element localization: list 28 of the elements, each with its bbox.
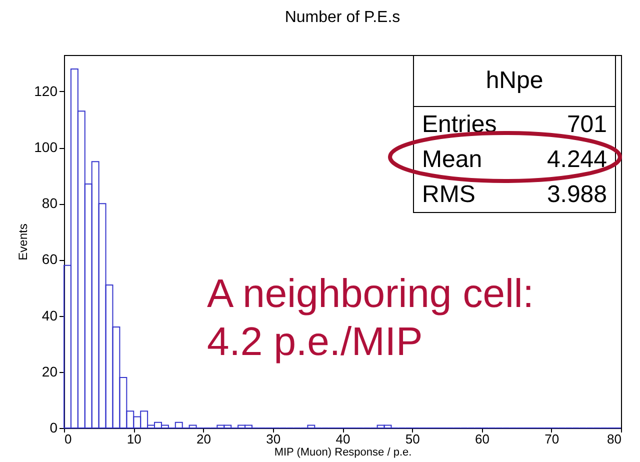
annotation: 4.244 [546, 145, 607, 175]
y-tick-label: 80 [42, 195, 58, 212]
y-tick-label: 120 [34, 82, 58, 99]
y-tick-label: 0 [50, 420, 58, 436]
x-tick-label: 80 [607, 432, 622, 446]
annotation: hNpe [414, 56, 615, 107]
x-tick-label: 70 [544, 432, 560, 446]
y-tick-label: 100 [34, 139, 58, 156]
annotation: 4.2 p.e./MIP [207, 319, 424, 366]
x-tick-label: 40 [336, 432, 350, 446]
annotation: 701 [566, 110, 607, 140]
x-tick-label: 20 [196, 432, 211, 446]
annotation: 3.988 [546, 180, 607, 210]
annotation: RMS [422, 180, 476, 210]
x-tick-label: 30 [266, 432, 281, 446]
x-tick-label: 50 [405, 432, 420, 446]
annotation: Mean [422, 145, 482, 175]
y-tick-label: 60 [42, 251, 58, 268]
x-axis-title: MIP (Muon) Response / p.e. [274, 446, 412, 458]
y-tick-label: 40 [42, 307, 58, 324]
y-axis-title: Events [16, 224, 30, 260]
x-tick-label: 0 [64, 432, 72, 446]
x-tick-label: 60 [475, 432, 490, 446]
chart-title: Number of P.E.s [284, 9, 400, 26]
x-tick-label: 10 [126, 432, 142, 446]
annotation: A neighboring cell: [207, 271, 534, 318]
annotation: Entries [422, 110, 497, 140]
y-tick-label: 20 [42, 363, 58, 380]
